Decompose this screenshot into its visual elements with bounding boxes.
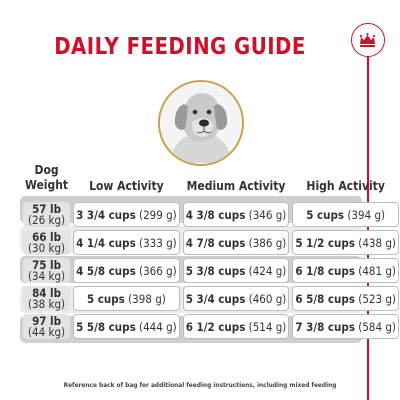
weight-cell: 57 lb (26 kg) bbox=[23, 201, 71, 227]
grams-value: (394 g) bbox=[347, 207, 386, 222]
header-dog-weight: Dog Weight bbox=[23, 161, 70, 199]
grams-value: (333 g) bbox=[139, 235, 177, 250]
weight-lb: 57 lb bbox=[32, 201, 62, 216]
cups-value: 4 5/8 cups bbox=[76, 263, 136, 278]
table-row: 75 lb (34 kg) 4 5/8 cups (366 g) 5 3/8 cu… bbox=[23, 258, 399, 283]
grams-value: (366 g) bbox=[139, 263, 177, 278]
cups-value: 3 3/4 cups bbox=[76, 207, 136, 222]
weight-kg: (30 kg) bbox=[28, 240, 66, 255]
high-activity-cell: 5 cups (394 g) bbox=[292, 202, 399, 227]
high-activity-cell: 6 5/8 cups (523 g) bbox=[292, 286, 399, 311]
grams-value: (481 g) bbox=[358, 263, 396, 278]
dog-portrait bbox=[158, 80, 244, 166]
cups-value: 6 5/8 cups bbox=[295, 291, 355, 306]
high-activity-cell: 6 1/8 cups (481 g) bbox=[292, 258, 399, 283]
cups-value: 6 1/8 cups bbox=[295, 263, 355, 278]
cups-value: 4 1/4 cups bbox=[76, 235, 136, 250]
header-weight-line1: Dog bbox=[34, 163, 59, 177]
feeding-table: Dog Weight Low Activity Medium Activity … bbox=[20, 158, 400, 342]
page-title: DAILY FEEDING GUIDE bbox=[54, 34, 306, 60]
cups-value: 5 1/2 cups bbox=[295, 235, 355, 250]
weight-lb: 75 lb bbox=[32, 257, 62, 272]
cups-value: 5 3/4 cups bbox=[185, 291, 246, 306]
table-header-row: Dog Weight Low Activity Medium Activity … bbox=[23, 161, 399, 199]
grams-value: (299 g) bbox=[139, 207, 177, 222]
medium-activity-cell: 5 3/4 cups (460 g) bbox=[182, 286, 290, 311]
high-activity-cell: 7 3/8 cups (584 g) bbox=[292, 314, 399, 339]
table-row: 97 lb (44 kg) 5 5/8 cups (444 g) 6 1/2 cu… bbox=[23, 314, 399, 339]
grams-value: (523 g) bbox=[358, 291, 396, 306]
grams-value: (386 g) bbox=[248, 235, 287, 250]
cups-value: 5 3/8 cups bbox=[185, 263, 246, 278]
footnote: Reference back of bag for additional fee… bbox=[63, 381, 337, 389]
grams-value: (438 g) bbox=[358, 235, 396, 250]
cups-value: 4 3/8 cups bbox=[185, 207, 246, 222]
weight-lb: 97 lb bbox=[32, 313, 62, 328]
cups-value: 5 cups bbox=[306, 207, 345, 222]
medium-activity-cell: 5 3/8 cups (424 g) bbox=[182, 258, 290, 283]
medium-activity-cell: 6 1/2 cups (514 g) bbox=[182, 314, 290, 339]
low-activity-cell: 4 5/8 cups (366 g) bbox=[73, 258, 180, 283]
grams-value: (398 g) bbox=[128, 291, 166, 306]
weight-kg: (44 kg) bbox=[28, 324, 66, 339]
header-low-activity: Low Activity bbox=[89, 179, 164, 193]
header-medium-activity: Medium Activity bbox=[186, 179, 286, 193]
low-activity-cell: 4 1/4 cups (333 g) bbox=[73, 230, 180, 255]
weight-cell: 97 lb (44 kg) bbox=[23, 313, 71, 339]
medium-activity-cell: 4 7/8 cups (386 g) bbox=[182, 230, 290, 255]
low-activity-cell: 5 cups (398 g) bbox=[73, 286, 180, 311]
cups-value: 7 3/8 cups bbox=[295, 319, 355, 334]
weight-lb: 66 lb bbox=[32, 229, 62, 244]
weight-cell: 66 lb (30 kg) bbox=[23, 229, 71, 255]
weight-kg: (34 kg) bbox=[28, 268, 66, 283]
weight-kg: (26 kg) bbox=[28, 212, 66, 227]
crown-icon bbox=[359, 32, 376, 47]
low-activity-cell: 3 3/4 cups (299 g) bbox=[73, 202, 180, 227]
table-row: 57 lb (26 kg) 3 3/4 cups (299 g) 4 3/8 cu… bbox=[23, 202, 399, 227]
weight-lb: 84 lb bbox=[32, 285, 62, 300]
weight-cell: 84 lb (38 kg) bbox=[23, 285, 71, 311]
grams-value: (444 g) bbox=[139, 319, 177, 334]
grams-value: (346 g) bbox=[248, 207, 287, 222]
weight-kg: (38 kg) bbox=[28, 296, 66, 311]
low-activity-cell: 5 5/8 cups (444 g) bbox=[73, 314, 180, 339]
table-row: 66 lb (30 kg) 4 1/4 cups (333 g) 4 7/8 cu… bbox=[23, 230, 399, 255]
grams-value: (460 g) bbox=[248, 291, 287, 306]
high-activity-cell: 5 1/2 cups (438 g) bbox=[292, 230, 399, 255]
brand-vertical-line bbox=[367, 56, 369, 400]
grams-value: (514 g) bbox=[248, 319, 287, 334]
brand-badge bbox=[351, 23, 385, 57]
dog-illustration bbox=[160, 82, 241, 163]
cups-value: 5 5/8 cups bbox=[76, 319, 136, 334]
cups-value: 5 cups bbox=[86, 291, 125, 306]
medium-activity-cell: 4 3/8 cups (346 g) bbox=[182, 202, 290, 227]
grams-value: (584 g) bbox=[358, 319, 396, 334]
header-weight-line2: Weight bbox=[25, 178, 69, 192]
cups-value: 6 1/2 cups bbox=[185, 319, 246, 334]
header-high-activity: High Activity bbox=[306, 179, 385, 193]
cups-value: 4 7/8 cups bbox=[185, 235, 246, 250]
grams-value: (424 g) bbox=[248, 263, 287, 278]
weight-cell: 75 lb (34 kg) bbox=[23, 257, 71, 283]
table-row: 84 lb (38 kg) 5 cups (398 g) 5 3/4 cups (… bbox=[23, 286, 399, 311]
